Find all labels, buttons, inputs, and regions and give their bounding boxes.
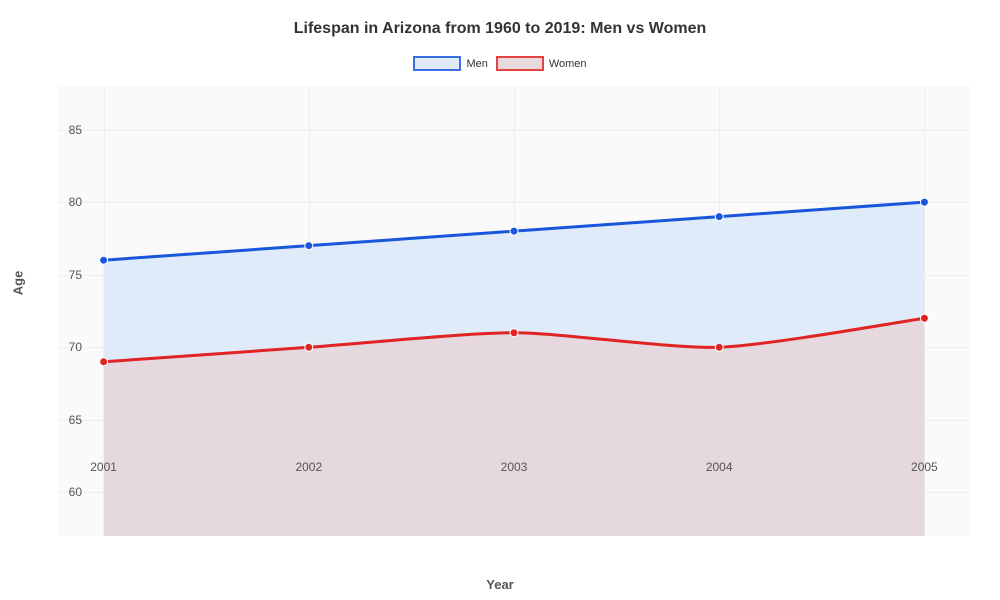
x-tick-label: 2004 <box>706 460 733 474</box>
legend-swatch-men <box>413 56 461 71</box>
data-point[interactable] <box>305 343 313 351</box>
y-tick-label: 70 <box>52 340 82 354</box>
x-tick-label: 2001 <box>90 460 117 474</box>
legend-item-men[interactable]: Men <box>413 56 487 71</box>
data-point[interactable] <box>305 242 313 250</box>
data-point[interactable] <box>920 314 928 322</box>
data-point[interactable] <box>510 227 518 235</box>
data-point[interactable] <box>715 213 723 221</box>
y-tick-label: 65 <box>52 413 82 427</box>
data-point[interactable] <box>920 198 928 206</box>
y-tick-label: 85 <box>52 123 82 137</box>
data-point[interactable] <box>100 256 108 264</box>
chart-title: Lifespan in Arizona from 1960 to 2019: M… <box>0 0 1000 38</box>
legend-label-women: Women <box>549 58 587 70</box>
legend-label-men: Men <box>466 58 487 70</box>
x-tick-label: 2005 <box>911 460 938 474</box>
x-tick-label: 2002 <box>295 460 322 474</box>
legend-swatch-women <box>496 56 544 71</box>
data-point[interactable] <box>715 343 723 351</box>
legend: Men Women <box>0 56 1000 71</box>
data-point[interactable] <box>510 329 518 337</box>
y-tick-label: 80 <box>52 195 82 209</box>
chart-container: Lifespan in Arizona from 1960 to 2019: M… <box>0 0 1000 600</box>
y-tick-label: 75 <box>52 268 82 282</box>
y-tick-label: 60 <box>52 485 82 499</box>
legend-item-women[interactable]: Women <box>496 56 587 71</box>
x-tick-label: 2003 <box>501 460 528 474</box>
y-axis-label: Age <box>11 271 26 296</box>
data-point[interactable] <box>100 358 108 366</box>
x-axis-label: Year <box>486 577 513 592</box>
